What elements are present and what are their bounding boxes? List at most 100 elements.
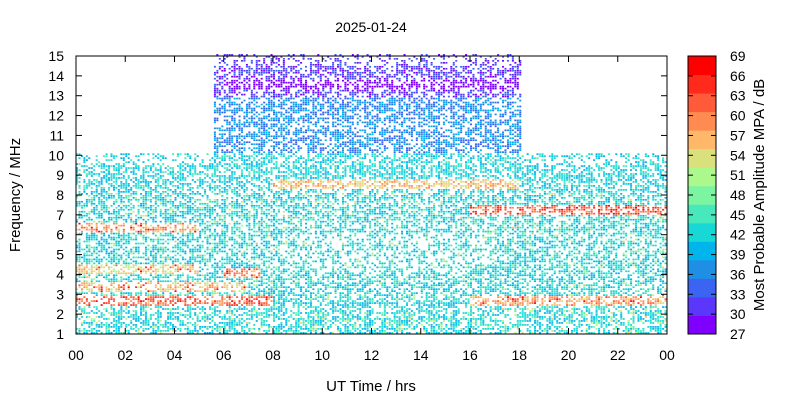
heatmap-cell xyxy=(221,232,224,235)
heatmap-cell xyxy=(85,204,88,207)
heatmap-cell xyxy=(277,59,280,62)
heatmap-cell xyxy=(179,284,182,287)
heatmap-cell xyxy=(140,290,143,292)
heatmap-cell xyxy=(117,314,120,316)
heatmap-cell xyxy=(110,284,113,287)
heatmap-cell xyxy=(199,300,202,302)
heatmap-cell xyxy=(253,234,256,237)
heatmap-cell xyxy=(258,173,261,175)
heatmap-cell xyxy=(144,228,147,231)
heatmap-cell xyxy=(258,264,261,267)
heatmap-cell xyxy=(162,276,165,279)
heatmap-cell xyxy=(122,183,125,185)
heatmap-cell xyxy=(176,308,179,310)
heatmap-cell xyxy=(100,274,103,277)
heatmap-cell xyxy=(184,244,187,247)
heatmap-cell xyxy=(231,103,234,106)
heatmap-cell xyxy=(243,111,246,114)
heatmap-cell xyxy=(231,149,234,152)
heatmap-cell xyxy=(90,300,93,302)
heatmap-cell xyxy=(80,290,83,292)
heatmap-cell xyxy=(255,71,258,74)
heatmap-cell xyxy=(162,175,165,177)
heatmap-cell xyxy=(88,306,91,308)
heatmap-cell xyxy=(115,214,118,217)
heatmap-cell xyxy=(125,191,128,193)
heatmap-cell xyxy=(152,175,155,177)
heatmap-cell xyxy=(174,173,177,175)
heatmap-cell xyxy=(159,167,162,169)
heatmap-cell xyxy=(265,65,268,68)
heatmap-cell xyxy=(140,300,143,302)
heatmap-cell xyxy=(142,252,145,255)
heatmap-cell xyxy=(255,316,258,318)
heatmap-cell xyxy=(83,220,86,223)
heatmap-cell xyxy=(263,127,266,130)
heatmap-cell xyxy=(248,73,251,76)
heatmap-cell xyxy=(213,65,216,68)
heatmap-cell xyxy=(228,91,231,94)
heatmap-cell xyxy=(223,73,226,76)
heatmap-cell xyxy=(122,208,125,211)
heatmap-cell xyxy=(273,284,276,287)
heatmap-cell xyxy=(213,175,216,177)
heatmap-cell xyxy=(211,218,214,221)
heatmap-cell xyxy=(189,292,192,294)
heatmap-cell xyxy=(164,326,167,328)
heatmap-cell xyxy=(263,71,266,74)
heatmap-cell xyxy=(211,312,214,314)
heatmap-cell xyxy=(172,210,175,213)
heatmap-cell xyxy=(236,181,239,183)
heatmap-cell xyxy=(157,238,160,241)
heatmap-cell xyxy=(108,252,111,255)
heatmap-cell xyxy=(280,81,283,84)
heatmap-cell xyxy=(191,175,194,177)
heatmap-cell xyxy=(120,254,123,257)
heatmap-cell xyxy=(176,286,179,289)
heatmap-cell xyxy=(265,316,268,318)
heatmap-cell xyxy=(206,302,209,304)
heatmap-cell xyxy=(80,226,83,229)
heatmap-cell xyxy=(154,214,157,217)
heatmap-cell xyxy=(231,101,234,104)
heatmap-cell xyxy=(233,232,236,235)
heatmap-cell xyxy=(120,181,123,183)
heatmap-cell xyxy=(255,121,258,124)
heatmap-cell xyxy=(181,187,184,189)
heatmap-cell xyxy=(174,240,177,243)
heatmap-cell xyxy=(120,286,123,289)
heatmap-cell xyxy=(280,240,283,243)
heatmap-cell xyxy=(147,198,150,201)
heatmap-cell xyxy=(174,196,177,199)
heatmap-cell xyxy=(154,230,157,233)
heatmap-cell xyxy=(240,280,244,283)
heatmap-cell xyxy=(233,119,236,122)
heatmap-cell xyxy=(130,238,133,241)
heatmap-cell xyxy=(223,220,226,223)
heatmap-cell xyxy=(95,306,98,308)
heatmap-cell xyxy=(130,274,133,277)
heatmap-cell xyxy=(273,288,276,291)
heatmap-cell xyxy=(162,248,165,251)
heatmap-cell xyxy=(127,262,130,265)
heatmap-cell xyxy=(179,314,182,316)
heatmap-cell xyxy=(135,214,138,217)
heatmap-cell xyxy=(144,322,147,324)
heatmap-cell xyxy=(154,173,157,175)
heatmap-cell xyxy=(167,330,170,332)
heatmap-cell xyxy=(140,153,143,155)
heatmap-cell xyxy=(238,107,241,110)
heatmap-cell xyxy=(218,179,221,181)
heatmap-cell xyxy=(263,95,266,98)
heatmap-cell xyxy=(115,193,118,195)
heatmap-cell xyxy=(277,195,280,197)
heatmap-cell xyxy=(201,280,204,283)
heatmap-cell xyxy=(115,252,118,255)
heatmap-cell xyxy=(226,143,229,146)
heatmap-cell xyxy=(248,121,251,124)
heatmap-cell xyxy=(255,284,258,287)
heatmap-cell xyxy=(147,306,150,308)
heatmap-cell xyxy=(191,278,194,281)
heatmap-cell xyxy=(265,173,268,175)
